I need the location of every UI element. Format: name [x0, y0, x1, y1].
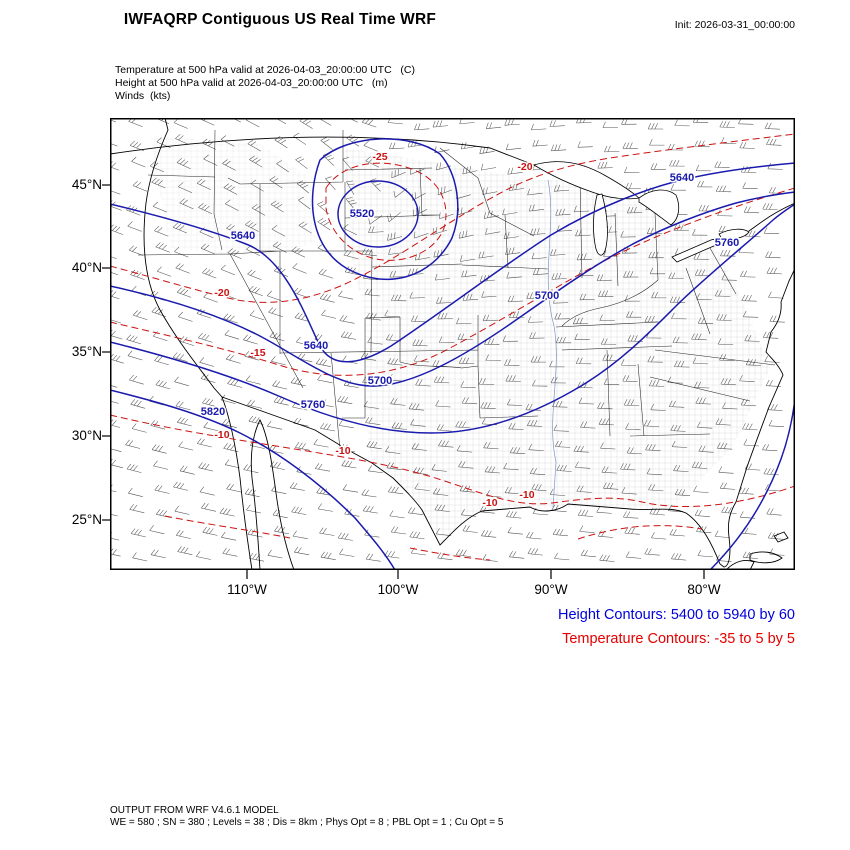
contour-label-height: 5640	[670, 172, 694, 184]
height-contour-5820	[110, 389, 396, 570]
map-canvas: 5520 5640 5640 5640 5700 5700 5760 5760 5820 -20 -…	[102, 118, 795, 579]
contour-label-temp: -15	[250, 347, 265, 359]
contour-label-temp: -10	[214, 429, 229, 441]
contour-label-layer: 5520 5640 5640 5640 5700 5700 5760 5760 5820 -20 -…	[199, 150, 740, 511]
pacific-coast-line	[143, 118, 253, 570]
plot-title: IWFAQRP Contiguous US Real Time WRF	[123, 11, 437, 28]
height-contour-legend: Height Contours: 5400 to 5940 by 60	[558, 607, 795, 623]
contour-label-height: 5700	[368, 375, 392, 387]
field-description: Temperature at 500 hPa valid at 2026-04-…	[115, 64, 415, 103]
map-frame	[110, 118, 795, 570]
contour-label-height: 5520	[350, 208, 374, 220]
lon-label-110w: 110°W	[227, 582, 267, 597]
contour-label-height: 5640	[231, 230, 255, 242]
lake-michigan	[593, 193, 608, 256]
lake-huron	[638, 189, 680, 226]
contour-label-height: 5820	[201, 406, 225, 418]
state-boundaries	[137, 129, 776, 451]
height-contour-5520	[337, 180, 419, 248]
wind-barbs-path	[110, 118, 785, 562]
us-map-svg: 5520 5640 5640 5640 5700 5700 5760 5760 5820 -20 -…	[102, 118, 795, 579]
contour-label-temp: -20	[517, 161, 532, 173]
lat-label-35n: 35°N	[71, 344, 102, 359]
lat-label-25n: 25°N	[71, 512, 102, 527]
wind-barb-field	[110, 118, 785, 562]
temp-contour-minus25	[325, 162, 447, 261]
contour-label-height: 5640	[304, 340, 328, 352]
contour-label-height: 5700	[535, 290, 559, 302]
mississippi-river-line	[547, 179, 557, 509]
init-timestamp: Init: 2026-03-31_00:00:00	[674, 19, 795, 31]
temp-contour-minus5-fragments	[164, 515, 703, 561]
contour-label-temp: -20	[214, 287, 229, 299]
lake-erie	[671, 238, 719, 263]
lat-label-30n: 30°N	[71, 428, 102, 443]
lake-ontario	[718, 228, 750, 240]
temp-contour-minus15	[110, 187, 795, 376]
lon-label-80w: 80°W	[687, 582, 721, 597]
height-contour-5700	[110, 191, 795, 387]
contour-label-temp: -25	[372, 151, 387, 163]
height-contour-5640	[110, 162, 795, 363]
contour-label-temp: -10	[335, 445, 350, 457]
geography	[110, 118, 795, 570]
lon-label-90w: 90°W	[534, 582, 568, 597]
contour-label-height: 5760	[715, 237, 739, 249]
northeast-coast-line	[748, 202, 795, 232]
canada-border-line	[110, 136, 535, 166]
contour-label-temp: -10	[482, 497, 497, 509]
winds-field-line: Winds (kts)	[115, 90, 171, 102]
mexico-border-gulf-atlantic-line	[221, 264, 795, 568]
axis-ticks	[102, 184, 705, 579]
temperature-contour-legend: Temperature Contours: -35 to 5 by 5	[562, 631, 795, 647]
height-contours	[110, 138, 795, 570]
contour-label-height: 5760	[301, 399, 325, 411]
model-config-line: WE = 580 ; SN = 380 ; Levels = 38 ; Dis …	[110, 817, 504, 828]
height-contour-southeast-ridge	[709, 398, 795, 570]
islands-bahamas	[725, 531, 789, 570]
model-output-line: OUTPUT FROM WRF V4.6.1 MODEL	[110, 805, 279, 816]
temperature-contours	[110, 133, 795, 561]
contour-label-temp: -10	[519, 489, 534, 501]
temp-contour-minus10	[110, 414, 795, 507]
lon-label-100w: 100°W	[377, 582, 419, 597]
temperature-field-line: Temperature at 500 hPa valid at 2026-04-…	[115, 64, 416, 76]
lat-label-45n: 45°N	[71, 177, 102, 192]
height-field-line: Height at 500 hPa valid at 2026-04-03_20…	[115, 77, 388, 89]
temp-contour-minus20	[110, 133, 795, 303]
height-contour-5760	[110, 203, 795, 434]
height-contour-5580	[311, 138, 459, 281]
lat-label-40n: 40°N	[71, 260, 102, 275]
gulf-of-california-line	[250, 418, 295, 570]
